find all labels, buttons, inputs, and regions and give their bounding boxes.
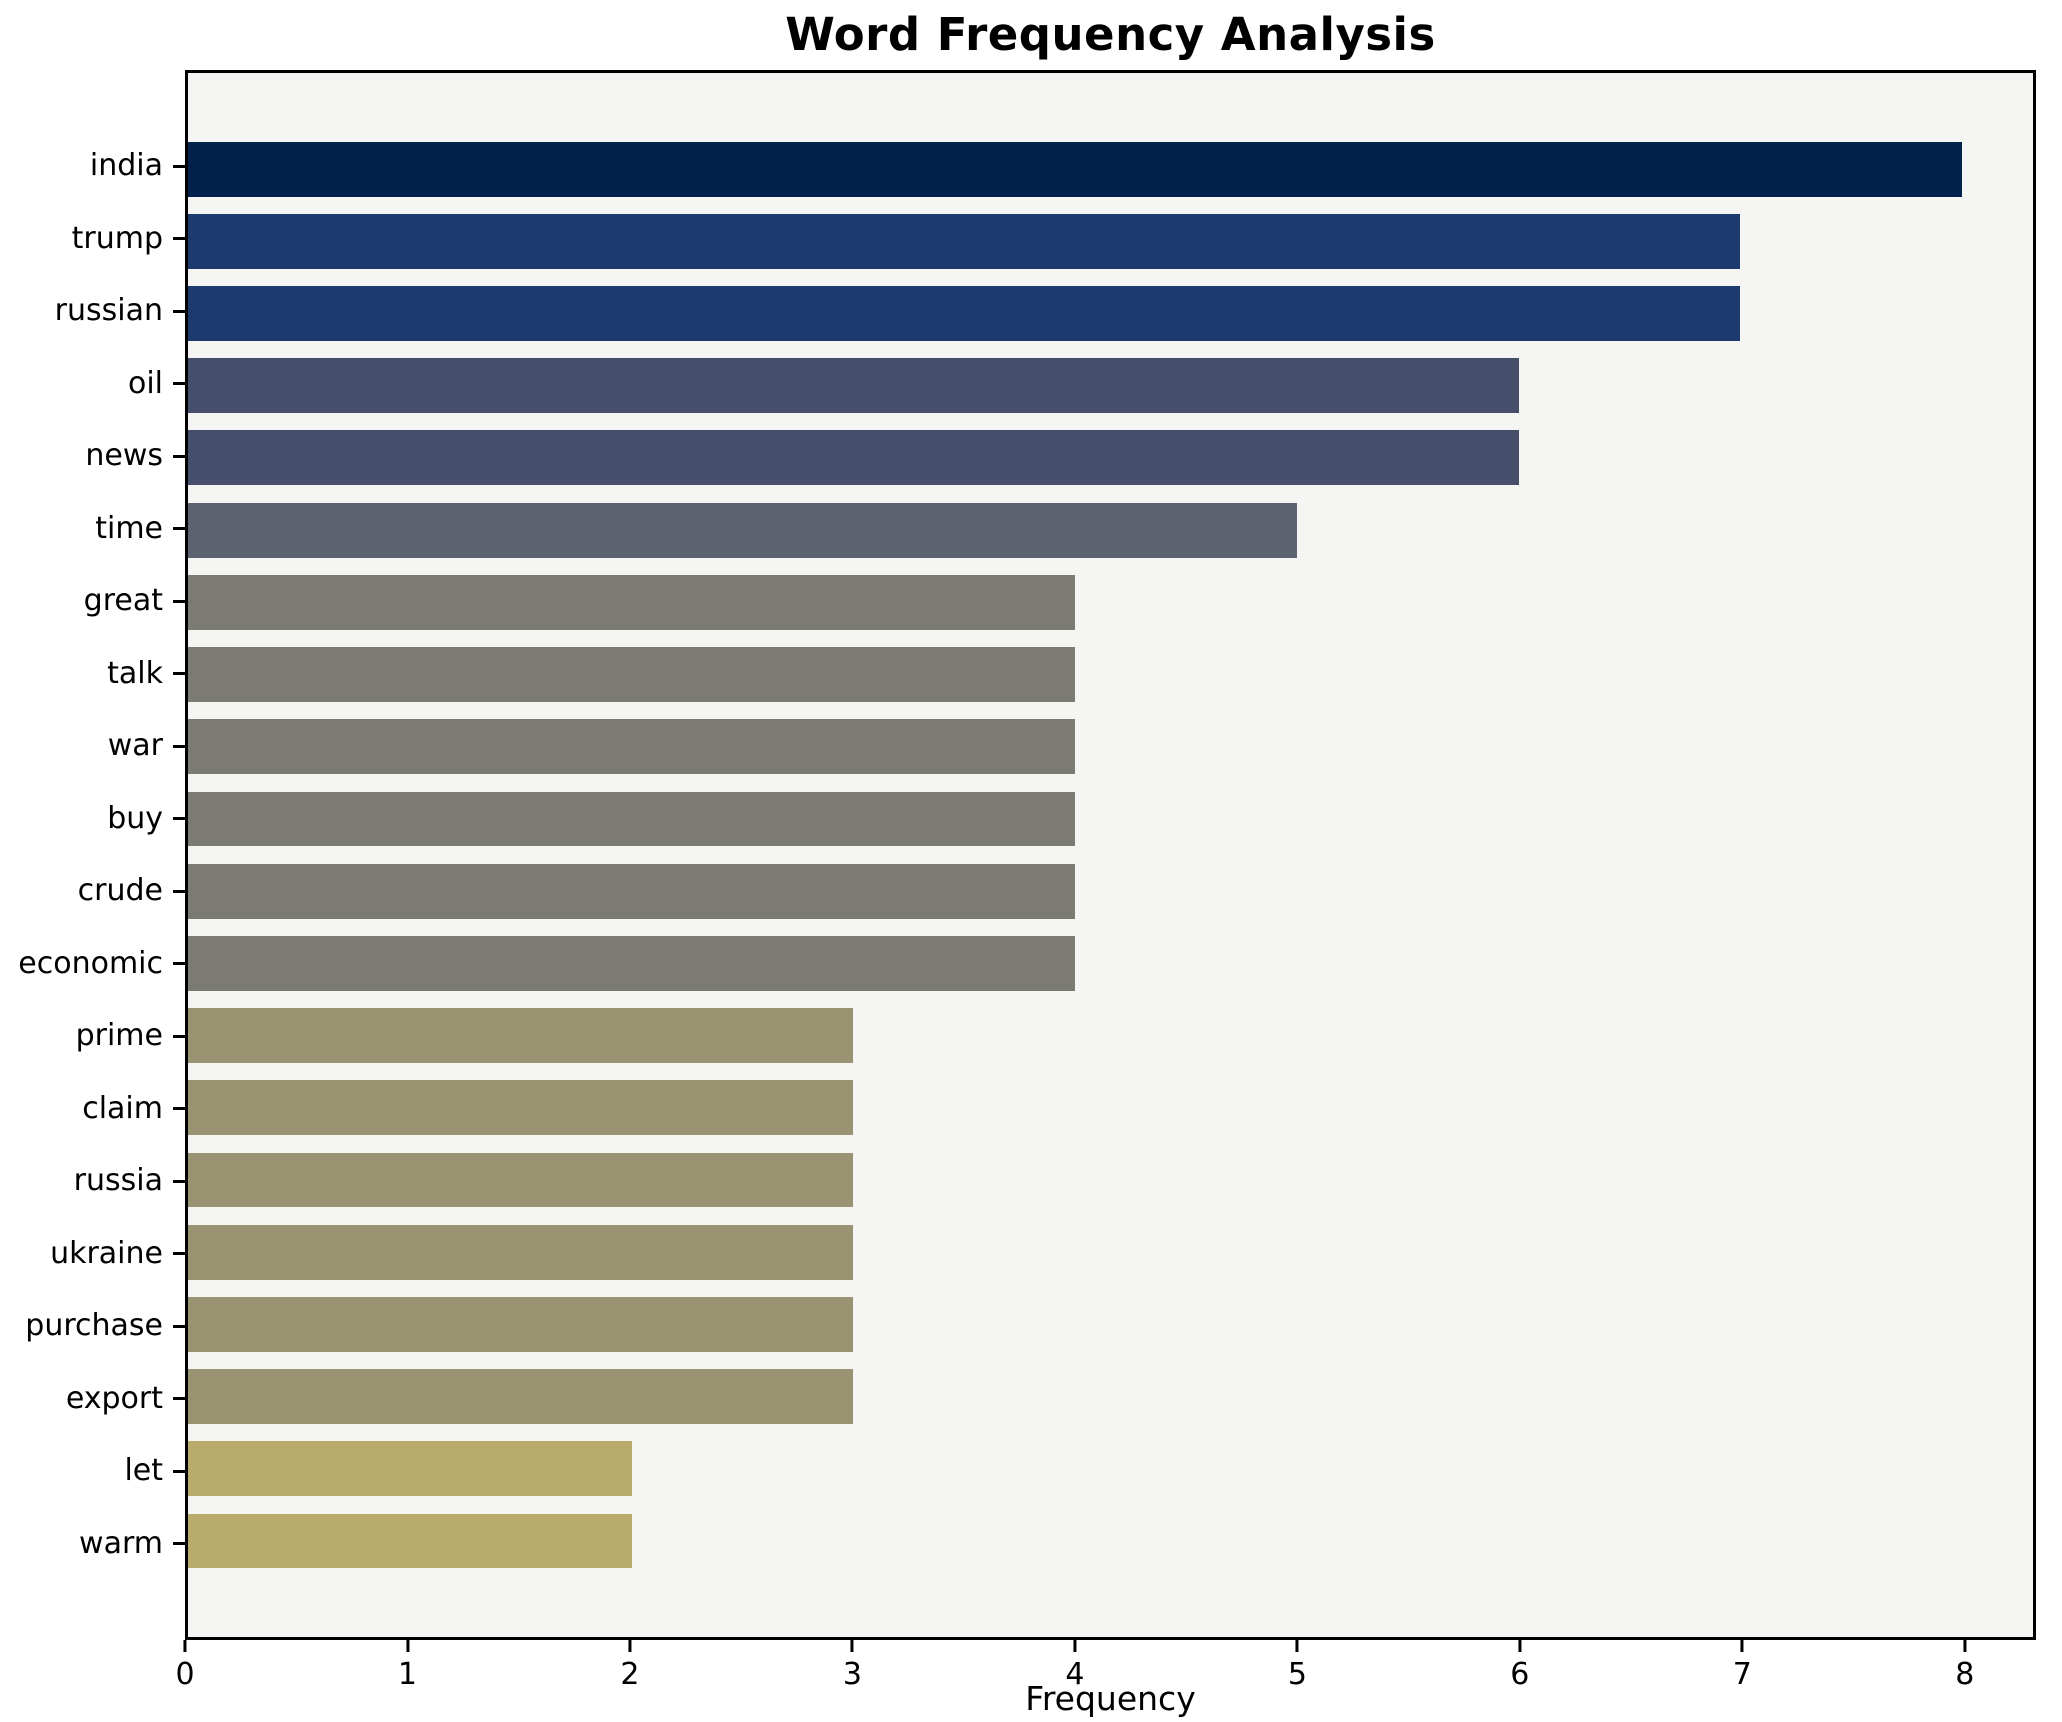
bar-war (188, 719, 1076, 775)
bar-trump (188, 213, 1741, 269)
x-axis-label: Frequency (1025, 1679, 1196, 1718)
y-tick-mark (173, 1107, 185, 1111)
y-axis-label: time (95, 510, 163, 546)
y-axis-label: crude (77, 873, 163, 909)
bar-let (188, 1441, 632, 1497)
bar-warm (188, 1513, 632, 1569)
bar-time (188, 502, 1297, 558)
x-tick-label: 3 (842, 1657, 862, 1692)
bars (188, 73, 2033, 1637)
y-tick-mark (173, 1542, 185, 1546)
y-axis-label: ukraine (50, 1235, 163, 1271)
x-tick-mark (183, 1640, 187, 1652)
x-axis: 0 1 2 3 4 5 6 7 8 (175, 1640, 2036, 1700)
y-axis-label: export (65, 1380, 163, 1416)
y-axis-label: war (107, 728, 163, 764)
x-tick-mark (1518, 1640, 1522, 1652)
y-axis-label: russia (73, 1163, 163, 1199)
x-tick-label: 6 (1510, 1657, 1530, 1692)
y-tick-mark (173, 744, 185, 748)
bar-prime (188, 1008, 854, 1063)
y-axis-label: india (89, 148, 163, 184)
y-axis-label: trump (71, 220, 163, 256)
x-tick-mark (850, 1640, 854, 1652)
y-axis-label: russian (54, 293, 163, 329)
y-axis-label: prime (75, 1018, 163, 1054)
x-tick-mark (1295, 1640, 1299, 1652)
plot-area (185, 70, 2036, 1640)
y-tick-mark (173, 382, 185, 386)
chart-title: Word Frequency Analysis (785, 8, 1436, 61)
x-tick-mark (1740, 1640, 1744, 1652)
y-axis-label: economic (18, 945, 163, 981)
x-tick-label: 4 (1065, 1657, 1085, 1692)
y-tick-mark (173, 1469, 185, 1473)
y-axis-label: great (83, 583, 163, 619)
y-axis-labels: india trump russian oil news time great talk war… (0, 70, 185, 1640)
bar-claim (188, 1080, 854, 1136)
y-axis-label: let (124, 1453, 163, 1489)
x-tick-label: 7 (1732, 1657, 1752, 1692)
x-tick-mark (405, 1640, 409, 1652)
y-tick-mark (173, 527, 185, 531)
bar-russian (188, 286, 1741, 341)
x-tick-mark (628, 1640, 632, 1652)
x-tick-label: 8 (1955, 1657, 1975, 1692)
bar-economic (188, 935, 1076, 991)
bar-export (188, 1369, 854, 1424)
x-tick-label: 1 (397, 1657, 418, 1692)
y-tick-mark (173, 599, 185, 603)
y-tick-mark (173, 889, 185, 893)
y-axis-label: news (85, 438, 163, 474)
y-tick-mark (173, 672, 185, 676)
bar-russia (188, 1152, 854, 1208)
y-axis-label: talk (107, 655, 163, 691)
x-tick-label: 2 (620, 1657, 640, 1692)
y-tick-mark (173, 237, 185, 241)
y-tick-mark (173, 1324, 185, 1328)
y-tick-mark (173, 1397, 185, 1401)
bar-crude (188, 863, 1076, 919)
y-tick-mark (173, 164, 185, 168)
y-axis-label: warm (79, 1525, 163, 1561)
bar-oil (188, 358, 1519, 414)
x-tick-label: 5 (1287, 1657, 1307, 1692)
bar-ukraine (188, 1224, 854, 1280)
bar-talk (188, 647, 1076, 702)
y-tick-mark (173, 1252, 185, 1256)
x-tick-mark (1963, 1640, 1967, 1652)
y-tick-mark (173, 309, 185, 313)
bar-india (188, 141, 1963, 197)
y-tick-mark (173, 454, 185, 458)
y-tick-mark (173, 1179, 185, 1183)
bar-purchase (188, 1296, 854, 1352)
y-axis-label: claim (82, 1090, 163, 1126)
bar-great (188, 574, 1076, 630)
y-tick-mark (173, 817, 185, 821)
y-axis-label: oil (127, 365, 163, 401)
y-tick-mark (173, 962, 185, 966)
y-tick-mark (173, 1034, 185, 1038)
y-axis-label: buy (107, 800, 163, 836)
bar-news (188, 430, 1519, 486)
y-axis-label: purchase (25, 1308, 163, 1344)
x-tick-mark (1073, 1640, 1077, 1652)
x-tick-label: 0 (175, 1657, 195, 1692)
bar-buy (188, 791, 1076, 847)
